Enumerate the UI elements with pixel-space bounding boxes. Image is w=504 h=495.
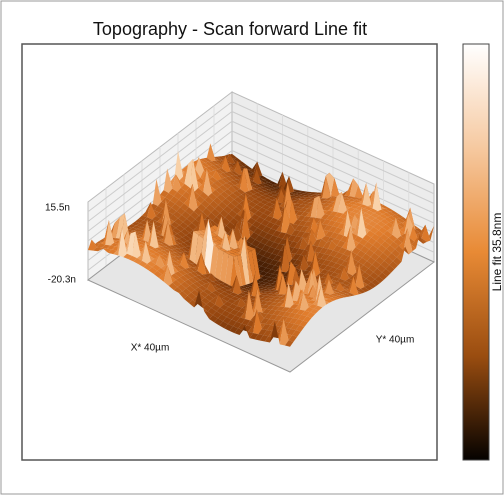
y-axis-label: Y* 40µm <box>376 335 415 346</box>
x-axis-label: X* 40µm <box>131 343 170 354</box>
title: Topography - Scan forward Line fit <box>93 19 367 39</box>
screenshot: Topography - Scan forward Line fit 15.5n… <box>0 0 504 495</box>
z-top-label: 15.5n <box>45 203 70 214</box>
colorbar <box>463 44 489 460</box>
page: Topography - Scan forward Line fit 15.5n… <box>0 0 504 495</box>
z-bottom-label: -20.3n <box>48 275 76 286</box>
colorbar-label: Line fit 35.8nm <box>490 213 504 292</box>
